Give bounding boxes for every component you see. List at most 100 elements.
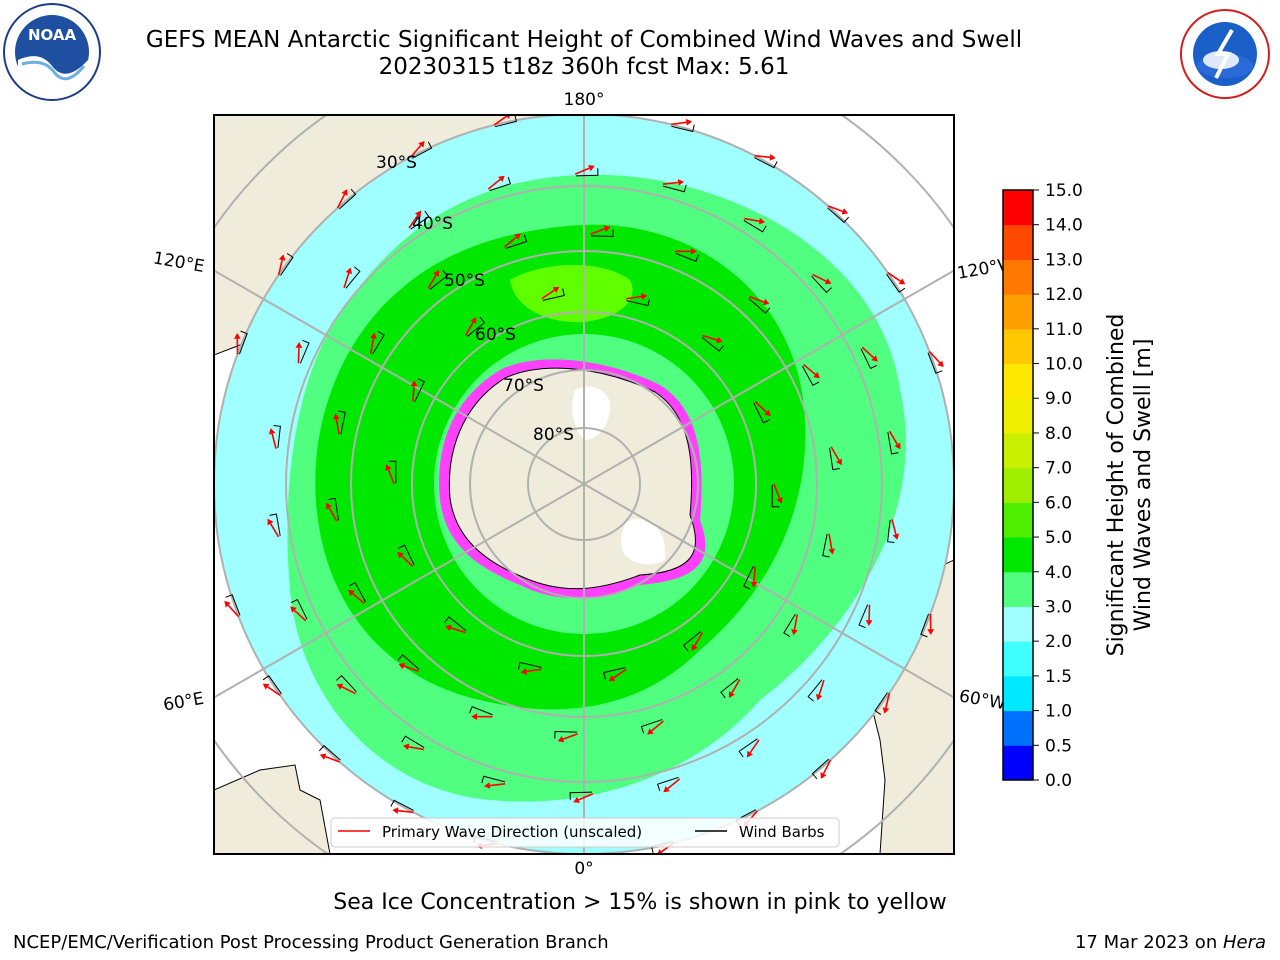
wave-arrow [773, 483, 781, 499]
wave-arrow-head [573, 796, 580, 803]
wave-arrow-head [410, 380, 418, 387]
wind-barb [348, 581, 367, 603]
colorbar-band [1003, 294, 1033, 330]
wind-barb [783, 613, 796, 637]
wave-arrow [541, 289, 555, 300]
colorbar-label-line1: Significant Height of Combined [1104, 314, 1129, 657]
wave-arrow-head [663, 785, 670, 793]
wind-barb [748, 298, 771, 314]
wave-arrow-head [267, 518, 274, 526]
wind-barb [886, 273, 906, 293]
wind-barb [280, 252, 294, 276]
colorbar-tick-label: 4.0 [1045, 563, 1072, 583]
wave-arrow [328, 507, 338, 522]
wind-barb [225, 594, 241, 616]
wave-arrow-head [716, 336, 723, 344]
wave-arrow-head [603, 225, 611, 233]
wave-arrow-head [641, 293, 648, 300]
wind-barb [299, 339, 310, 364]
wave-arrow-head [326, 502, 333, 510]
wave-arrow [827, 205, 843, 213]
footer-branch: NCEP/EMC/Verification Post Processing Pr… [13, 932, 609, 953]
wave-arrow [335, 418, 340, 435]
wind-barb [887, 519, 895, 544]
lon-label-0: 0° [574, 859, 593, 879]
wind-barb [397, 654, 420, 670]
colorbar-tick-label: 13.0 [1045, 250, 1083, 270]
wave-arrow-head [691, 644, 698, 651]
wave-arrow-head [333, 413, 340, 420]
colorbar-tick-label: 7.0 [1045, 459, 1072, 479]
wave-arrow-head [769, 153, 776, 161]
wave-arrow [754, 154, 771, 159]
wind-barb [829, 447, 840, 471]
lat-label-50: 50°S [444, 271, 485, 291]
wind-barb [801, 365, 820, 387]
wind-barb [771, 484, 780, 508]
wind-barb [743, 220, 767, 233]
wind-barb [874, 692, 888, 716]
wave-arrow [753, 566, 756, 582]
wind-barb [827, 207, 850, 224]
wave-arrow-head [290, 606, 297, 613]
colorbar-label-line2: Wind Waves and Swell [m] [1131, 339, 1156, 632]
wind-barb [469, 706, 493, 716]
wind-barb [887, 432, 899, 455]
wave-arrow-head [764, 409, 771, 417]
map-frame [213, 114, 955, 855]
wind-barb [414, 378, 425, 402]
wind-barb [720, 678, 739, 699]
ice-shelf-2 [621, 519, 666, 565]
wave-arrow [754, 400, 768, 413]
colorbar-band [1003, 467, 1033, 503]
wave-arrow-head [750, 581, 758, 588]
colorbar-tick-label: 3.0 [1045, 597, 1072, 617]
footer-date: 17 Mar 2023 on Hera [1075, 932, 1266, 953]
wave-arrow [670, 121, 687, 126]
wave-arrow-head [729, 691, 735, 698]
wind-barb [662, 184, 687, 193]
wave-arrow [662, 181, 679, 185]
colorbar-band [1003, 432, 1033, 469]
wave-arrow-head [348, 589, 355, 597]
wave-arrow-head [835, 458, 842, 466]
chart-title: GEFS MEAN Antarctic Significant Height o… [145, 27, 1023, 53]
wave-arrow [694, 632, 704, 647]
wave-arrow [828, 533, 833, 550]
wind-barb [743, 566, 754, 590]
wave-arrow-head [871, 355, 878, 362]
wind-barb [262, 675, 282, 695]
wave-arrow [803, 363, 816, 376]
colorbar-tick-label: 0.5 [1045, 736, 1072, 756]
wave-arrow [293, 609, 307, 622]
wave-arrow-head [791, 629, 798, 636]
legend-wave-label: Primary Wave Direction (unscaled) [382, 823, 642, 841]
wave-arrow-head [514, 233, 521, 240]
wave-arrow [487, 178, 501, 190]
wave-arrow [891, 519, 897, 535]
wave-arrow [412, 386, 415, 402]
wind-barb [682, 631, 702, 652]
colorbar-band [1003, 537, 1033, 573]
wave-arrow [626, 295, 642, 300]
wave-arrow-head [445, 624, 452, 632]
wave-arrow-head [552, 286, 560, 293]
wave-arrow [503, 236, 517, 248]
wave-arrow [427, 274, 437, 289]
colorbar-band [1003, 710, 1033, 746]
wind-barb [411, 141, 433, 159]
wave-arrow-head [520, 668, 527, 675]
wave-arrow-head [418, 141, 425, 148]
wave-arrow-head [397, 551, 404, 559]
wave-arrow-head [690, 248, 697, 255]
colorbar-frame [1002, 189, 1034, 781]
wave-arrow [861, 346, 875, 359]
colorbar-tick-label: 6.0 [1045, 493, 1072, 513]
wind-barb [429, 269, 448, 290]
wave-arrow [885, 692, 891, 709]
wave-arrow-head [370, 332, 377, 339]
wave-arrow-head [892, 533, 900, 540]
wave-arrow [410, 144, 422, 158]
wave-arrow-head [484, 782, 491, 789]
